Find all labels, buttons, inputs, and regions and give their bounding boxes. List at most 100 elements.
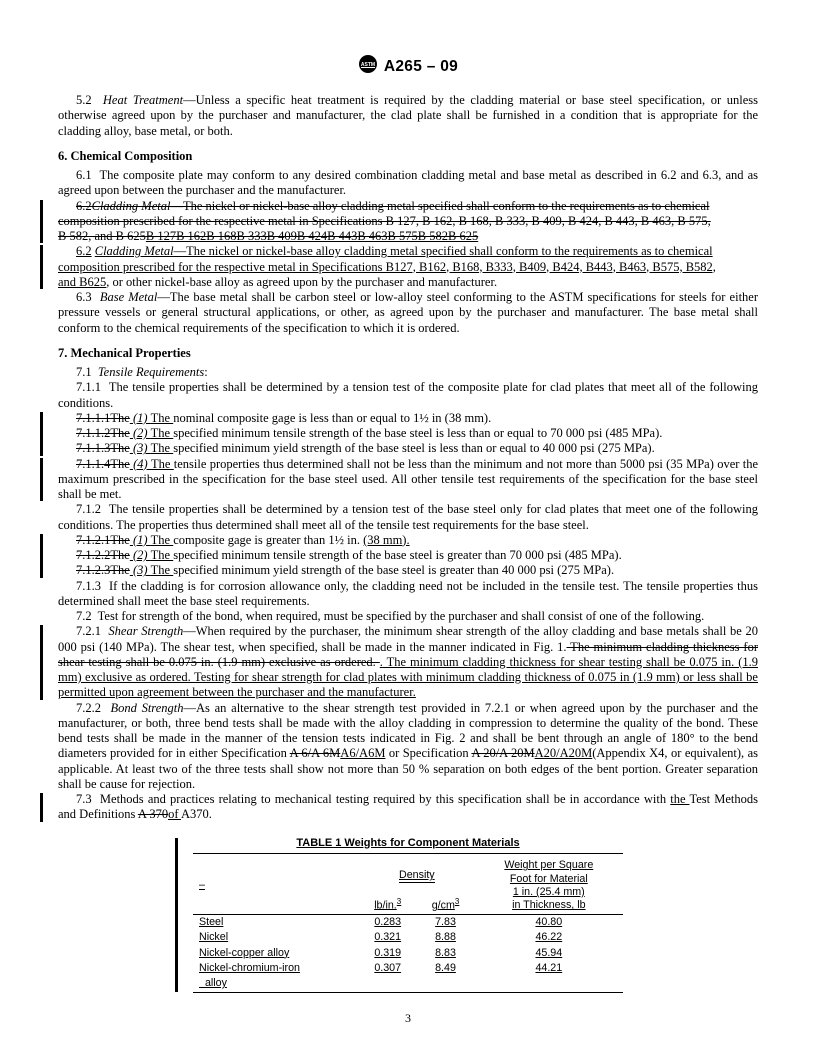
strike-text: —The nickel or nickel-base alloy claddin… (170, 199, 709, 213)
clause-title: Shear Strength (108, 624, 183, 638)
col0: – (199, 879, 205, 891)
ins-num: (4) (130, 457, 151, 471)
text: specified minimum tensile strength of th… (173, 548, 622, 562)
doc-header: ASTM A265 – 09 (58, 54, 758, 79)
w2: Foot for Material (510, 873, 588, 885)
cell: 8.88 (435, 931, 456, 943)
para-7-1: 7.1 Tensile Requirements: (58, 365, 758, 380)
strike-under-text: B 127B 162B 168B 333B 409B 424B 443B 463… (146, 229, 478, 243)
ins-lead: The (151, 411, 174, 425)
w1: Weight per Square (504, 859, 593, 871)
strike-num: 6.2 (76, 199, 92, 213)
para-6-1: 6.1 The composite plate may conform to a… (58, 168, 758, 199)
ins-num: (3) (130, 441, 151, 455)
para-7-3: 7.3 Methods and practices relating to me… (58, 792, 758, 823)
text: or Specification (385, 746, 471, 760)
del: 7.1.1.3The (76, 441, 130, 455)
clause-title: Tensile Requirements (98, 365, 204, 379)
para-7-1-1-1: 7.1.1.1The (1) The nominal composite gag… (58, 411, 758, 457)
clause-num: 7.2.1 (76, 624, 101, 638)
w3: 1 in. (25.4 mm) (513, 886, 585, 898)
w4: in Thickness, lb (512, 899, 585, 911)
cell: Nickel-chromium-iron (199, 962, 300, 974)
table-row: Nickel 0.321 8.88 46.22 (193, 930, 623, 945)
text: composite gage is greater than 1½ in. (173, 533, 363, 547)
table-title: TABLE 1 Weights for Component Materials (193, 837, 623, 855)
del: 7.1.2.2The (76, 548, 130, 562)
del: 7.1.1.2The (76, 426, 130, 440)
ins-lead: The (151, 426, 174, 440)
cell: Nickel-copper alloy (199, 947, 289, 959)
ins-text: and B625 (58, 275, 106, 289)
strike-text: B 582, and B 625 (58, 229, 146, 243)
designation: A265 – 09 (384, 58, 458, 76)
clause-num: 7.1.3 (76, 579, 101, 593)
del: A 20/A 20M (471, 746, 534, 760)
ins-lead: The (151, 548, 174, 562)
cell: Steel (199, 916, 223, 928)
astm-logo-icon: ASTM (358, 54, 378, 79)
ins-text: (38 mm). (363, 533, 410, 547)
text: specified minimum yield strength of the … (173, 441, 655, 455)
ins-lead: The (151, 533, 174, 547)
colon: : (204, 365, 207, 379)
strike-text: composition prescribed for the respectiv… (58, 214, 711, 228)
ins-lead: The (151, 563, 174, 577)
ins-num: (3) (130, 563, 151, 577)
para-6-2-deleted: 6.2Cladding Metal—The nickel or nickel-b… (58, 199, 758, 245)
clause-num: 7.1 (76, 365, 92, 379)
text: Methods and practices relating to mechan… (100, 792, 670, 806)
clause-title: Heat Treatment (103, 93, 183, 107)
clause-num: 7.3 (76, 792, 92, 806)
table-row: Steel 0.283 7.83 40.80 (193, 914, 623, 930)
text: specified minimum yield strength of the … (173, 563, 614, 577)
para-7-2-2-a: 7.2.2 Bond Strength—As an alternative to… (58, 701, 758, 793)
cell: 0.307 (374, 962, 401, 974)
ins-lead: The (151, 441, 174, 455)
clause-title: Bond Strength (110, 701, 183, 715)
table: – Density Weight per Square Foot for Mat… (193, 858, 623, 992)
cell: alloy (199, 977, 227, 989)
para-7-1-1-4: 7.1.1.4The (4) The tensile properties th… (58, 457, 758, 503)
ins-num: (2) (130, 426, 151, 440)
cell: 40.80 (535, 916, 562, 928)
para-7-1-1: 7.1.1 The tensile properties shall be de… (58, 380, 758, 411)
ins-num: (2) (130, 548, 151, 562)
text: The tensile properties shall be determin… (58, 502, 758, 531)
clause-num: 6.1 (76, 168, 92, 182)
ins-lead: The (151, 457, 174, 471)
cell: 8.83 (435, 947, 456, 959)
text: Test for strength of the bond, when requ… (98, 609, 705, 623)
text: , or other nickel-base alloy as agreed u… (106, 275, 497, 289)
text: specified minimum tensile strength of th… (173, 426, 662, 440)
unit1-sup: 3 (397, 897, 401, 906)
cell: 8.49 (435, 962, 456, 974)
section-6-head: 6. Chemical Composition (58, 149, 758, 164)
del: 7.1.1.1The (76, 411, 130, 425)
section-7-head: 7. Mechanical Properties (58, 346, 758, 361)
para-7-2-1: 7.2.1 Shear Strength—When required by th… (58, 624, 758, 700)
del: 7.1.1.4The (76, 457, 130, 471)
ins: A6/A6M (340, 746, 385, 760)
text: The tensile properties shall be determin… (58, 380, 758, 409)
body: 5.2 Heat Treatment—Unless a specific hea… (58, 93, 758, 993)
unit1: lb/in. (374, 899, 397, 911)
text: —The base metal shall be carbon steel or… (58, 290, 758, 335)
del: 7.1.2.1The (76, 533, 130, 547)
ins: A20/A20M (535, 746, 593, 760)
text: A370. (181, 807, 212, 821)
ins-title: Cladding Metal (95, 244, 174, 258)
para-7-1-2: 7.1.2 The tensile properties shall be de… (58, 502, 758, 533)
text: The composite plate may conform to any d… (58, 168, 758, 197)
para-7-1-2-subs: 7.1.2.1The (1) The composite gage is gre… (58, 533, 758, 579)
ins-num: 6.2 (76, 244, 92, 258)
para-7-1-3: 7.1.3 If the cladding is for corrosion a… (58, 579, 758, 610)
table-1: TABLE 1 Weights for Component Materials … (193, 837, 623, 993)
clause-num: 5.2 (76, 93, 92, 107)
cell: 0.283 (374, 916, 401, 928)
table-row: alloy (193, 976, 623, 992)
del: A 370 (138, 807, 168, 821)
table-row: Nickel-copper alloy 0.319 8.83 45.94 (193, 946, 623, 961)
ins-num: (1) (130, 411, 151, 425)
ins-num: (1) (130, 533, 151, 547)
